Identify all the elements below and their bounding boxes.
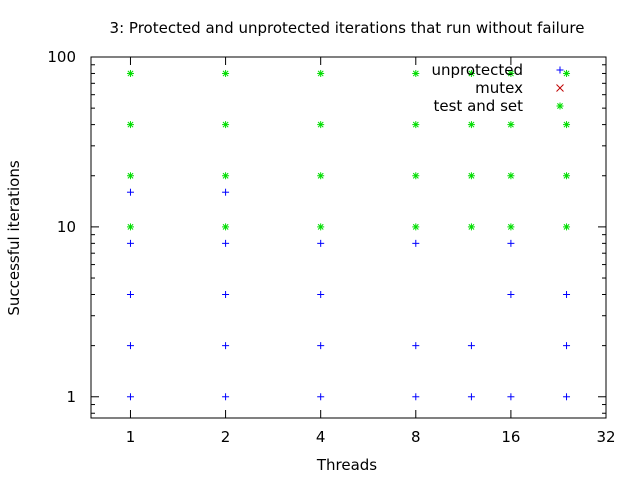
data-point xyxy=(563,342,571,350)
legend-marker xyxy=(556,102,564,110)
legend-marker xyxy=(556,84,564,92)
x-tick-label: 2 xyxy=(221,428,231,446)
legend-label: test and set xyxy=(434,97,524,115)
data-point xyxy=(563,121,571,129)
data-point xyxy=(467,121,475,129)
y-tick-label: 1 xyxy=(66,388,76,406)
data-point xyxy=(507,290,515,298)
data-point xyxy=(222,223,230,231)
x-tick-label: 32 xyxy=(596,428,615,446)
data-point xyxy=(222,188,230,196)
data-point xyxy=(412,223,420,231)
data-point xyxy=(317,393,325,401)
series-unprotected xyxy=(126,188,571,401)
data-point xyxy=(222,121,230,129)
data-point xyxy=(126,290,134,298)
y-axis-label: Successful iterations xyxy=(5,160,23,315)
data-point xyxy=(412,121,420,129)
y-axis-ticks: 1 10 100 xyxy=(47,48,606,414)
data-point xyxy=(317,223,325,231)
data-point xyxy=(126,121,134,129)
data-point xyxy=(317,290,325,298)
legend-marker xyxy=(556,66,564,74)
data-point xyxy=(126,188,134,196)
data-point xyxy=(563,172,571,180)
data-point xyxy=(222,239,230,247)
legend-label: mutex xyxy=(475,79,523,97)
data-point xyxy=(126,172,134,180)
data-point xyxy=(507,69,515,77)
x-tick-label: 1 xyxy=(126,428,136,446)
data-point xyxy=(317,121,325,129)
data-point xyxy=(126,223,134,231)
x-axis-ticks: 1 2 4 8 16 32 xyxy=(126,57,616,446)
data-point xyxy=(467,69,475,77)
data-point xyxy=(467,342,475,350)
data-point xyxy=(563,223,571,231)
data-point xyxy=(467,223,475,231)
y-tick-label: 10 xyxy=(57,218,76,236)
data-point xyxy=(507,393,515,401)
data-point xyxy=(222,393,230,401)
data-point xyxy=(412,342,420,350)
data-point xyxy=(222,172,230,180)
data-point xyxy=(563,290,571,298)
data-point xyxy=(317,342,325,350)
data-point xyxy=(126,239,134,247)
data-point xyxy=(126,69,134,77)
x-axis-label: Threads xyxy=(316,456,377,474)
data-point xyxy=(412,239,420,247)
series-test-and-set xyxy=(126,69,571,231)
legend-label: unprotected xyxy=(431,61,523,79)
x-tick-label: 8 xyxy=(411,428,421,446)
data-point xyxy=(507,239,515,247)
plot-frame xyxy=(90,56,607,419)
x-tick-label: 4 xyxy=(316,428,326,446)
data-point xyxy=(126,393,134,401)
data-point xyxy=(317,239,325,247)
data-point xyxy=(563,69,571,77)
data-point xyxy=(222,290,230,298)
data-point xyxy=(412,172,420,180)
data-point xyxy=(317,69,325,77)
data-point xyxy=(563,393,571,401)
data-points xyxy=(126,69,571,401)
data-point xyxy=(412,393,420,401)
data-point xyxy=(317,172,325,180)
data-point xyxy=(467,172,475,180)
data-point xyxy=(126,342,134,350)
y-tick-label: 100 xyxy=(47,48,76,66)
data-point xyxy=(222,342,230,350)
data-point xyxy=(507,121,515,129)
data-point xyxy=(412,69,420,77)
data-point xyxy=(222,69,230,77)
data-point xyxy=(467,393,475,401)
x-tick-label: 16 xyxy=(501,428,520,446)
data-point xyxy=(507,223,515,231)
data-point xyxy=(507,172,515,180)
chart-title: 3: Protected and unprotected iterations … xyxy=(110,19,585,37)
